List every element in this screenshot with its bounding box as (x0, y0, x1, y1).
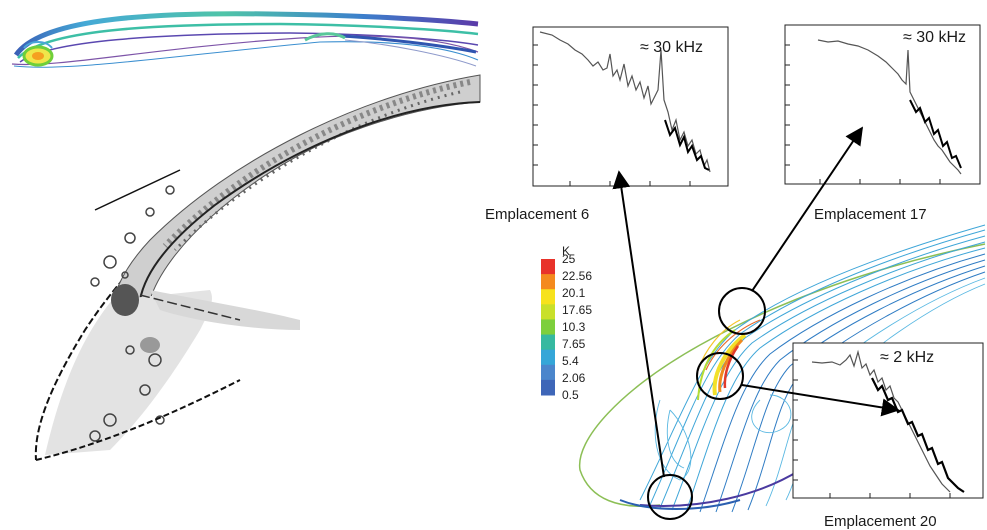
spectrum-panel-emplacement-6: ≈ 30 kHz (532, 26, 729, 187)
colorbar: K 25 22.56 20.1 17.65 10.3 7.65 5.4 2.06 0.5 (541, 244, 592, 402)
spectrum-curve-emplacement-6 (539, 31, 711, 173)
colorbar-band (541, 274, 555, 290)
spectrum-annotation-e20: ≈ 2 kHz (880, 349, 934, 366)
colorbar-band (541, 304, 555, 320)
location-markers (647, 287, 766, 520)
arrow-to-emplacement-17 (751, 126, 864, 292)
spectrum-curve-emplacement-20 (811, 349, 951, 493)
colorbar-tick-label: 5.4 (562, 354, 579, 368)
colorbar-tick-label: 22.56 (562, 269, 592, 283)
location-circle-emplacement-6 (647, 474, 693, 520)
arrow-to-emplacement-6 (612, 170, 665, 478)
arrows (612, 126, 900, 478)
colorbar-tick-label: 7.65 (562, 337, 586, 351)
colorbar-tick-label: 2.06 (562, 371, 586, 385)
spectrum-caption-emplacement-17: Emplacement 17 (814, 206, 927, 223)
spectrum-caption-emplacement-6: Emplacement 6 (485, 206, 589, 223)
colorbar-unit: K (562, 244, 570, 258)
colorbar-tick-label: 17.65 (562, 303, 592, 317)
colorbar-tick-label: 20.1 (562, 286, 586, 300)
arrow-to-emplacement-20 (741, 384, 900, 417)
spectrum-annotation-e6: ≈ 30 kHz (640, 39, 703, 56)
grayscale-flow-visualization (34, 74, 481, 461)
colorbar-band (541, 364, 555, 381)
location-circle-emplacement-17 (718, 287, 766, 335)
airfoil-contour-plot (11, 11, 479, 68)
spectrum-caption-emplacement-20: Emplacement 20 (824, 513, 937, 530)
colorbar-band (541, 289, 555, 305)
colorbar-tick-label: 25 (562, 252, 576, 266)
colorbar-tick-label: 10.3 (562, 320, 586, 334)
colorbar-band (541, 319, 555, 336)
colorbar-band (541, 259, 555, 275)
location-circle-emplacement-20 (696, 352, 744, 400)
colorbar-tick-label: 0.5 (562, 388, 579, 402)
spectrum-curve-emplacement-17 (817, 39, 962, 175)
colorbar-band (541, 334, 555, 351)
spectrum-annotation-e17: ≈ 30 kHz (903, 29, 966, 46)
colorbar-band (541, 349, 555, 366)
spectrum-panel-emplacement-20: ≈ 2 kHz (792, 342, 984, 499)
colorbar-band (541, 379, 555, 396)
spectrum-panel-emplacement-17: ≈ 30 kHz (784, 24, 981, 185)
